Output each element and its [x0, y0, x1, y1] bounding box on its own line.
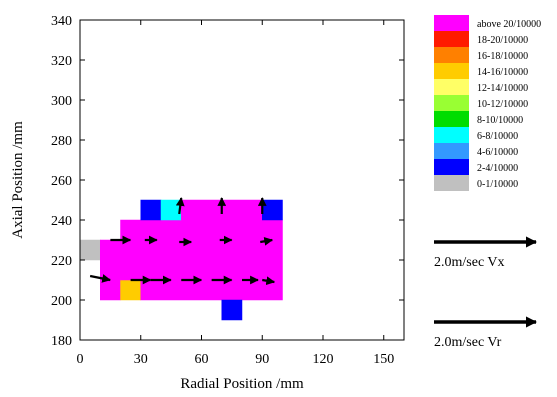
y-tick-label: 280: [51, 134, 72, 149]
velocity-vectors: [89, 197, 276, 286]
legend-swatch: [434, 175, 469, 191]
x-tick-label: 150: [373, 352, 394, 367]
y-tick-label: 320: [51, 54, 72, 69]
y-axis-ticks: 180 200 220 240 260 280 300 320 340: [51, 14, 404, 349]
velocity-vector: [262, 276, 276, 286]
x-tick-label: 0: [77, 352, 84, 367]
heatmap-cell: [160, 199, 182, 221]
x-tick-label: 60: [195, 352, 209, 367]
y-tick-label: 220: [51, 254, 72, 269]
legend-swatch: [434, 95, 469, 111]
legend-label: 12-14/10000: [477, 83, 528, 94]
heatmap-cell: [79, 239, 101, 261]
y-tick-label: 340: [51, 14, 72, 29]
legend-swatch: [434, 15, 469, 31]
x-tick-label: 120: [313, 352, 334, 367]
legend-label: 2-4/10000: [477, 163, 518, 174]
x-axis-title: Radial Position /mm: [180, 376, 304, 392]
heatmap-cell: [140, 219, 283, 301]
heatmap-cell: [262, 199, 283, 221]
legend-swatch: [434, 31, 469, 47]
legend-label: above 20/10000: [477, 19, 541, 30]
heatmap-cell: [221, 299, 243, 321]
legend-swatch: [434, 79, 469, 95]
reference-label: 2.0m/sec Vr: [434, 335, 502, 350]
legend-label: 18-20/10000: [477, 35, 528, 46]
heatmap-cell: [120, 279, 141, 301]
legend-swatch: [434, 159, 469, 175]
y-axis-title: Axial Position /mm: [10, 121, 26, 239]
legend: above 20/10000 18-20/10000 16-18/10000 14-1…: [434, 15, 541, 191]
x-axis-ticks: 0 30 60 90 120 150: [77, 20, 394, 367]
reference-label: 2.0m/sec Vx: [434, 255, 505, 270]
y-tick-label: 180: [51, 334, 72, 349]
y-tick-label: 200: [51, 294, 72, 309]
legend-swatch: [434, 127, 469, 143]
heatmap-cell: [120, 219, 141, 281]
y-tick-label: 240: [51, 214, 72, 229]
y-tick-label: 300: [51, 94, 72, 109]
y-tick-label: 260: [51, 174, 72, 189]
x-tick-label: 30: [134, 352, 148, 367]
legend-swatch: [434, 111, 469, 127]
heatmap-cells: [79, 199, 283, 321]
velocity-vector: [260, 236, 274, 246]
reference-vectors: 2.0m/sec Vx 2.0m/sec Vr: [434, 236, 538, 350]
legend-label: 4-6/10000: [477, 147, 518, 158]
legend-label: 10-12/10000: [477, 99, 528, 110]
legend-swatch: [434, 63, 469, 79]
legend-label: 16-18/10000: [477, 51, 528, 62]
legend-swatch: [434, 47, 469, 63]
heatmap-cell: [100, 239, 121, 301]
legend-label: 8-10/10000: [477, 115, 523, 126]
x-tick-label: 90: [255, 352, 269, 367]
legend-label: 6-8/10000: [477, 131, 518, 142]
legend-swatch: [434, 143, 469, 159]
legend-label: 0-1/10000: [477, 179, 518, 190]
velocity-vector: [89, 274, 111, 283]
legend-label: 14-16/10000: [477, 67, 528, 78]
heatmap-cell: [140, 199, 162, 221]
velocity-vector: [175, 197, 185, 215]
